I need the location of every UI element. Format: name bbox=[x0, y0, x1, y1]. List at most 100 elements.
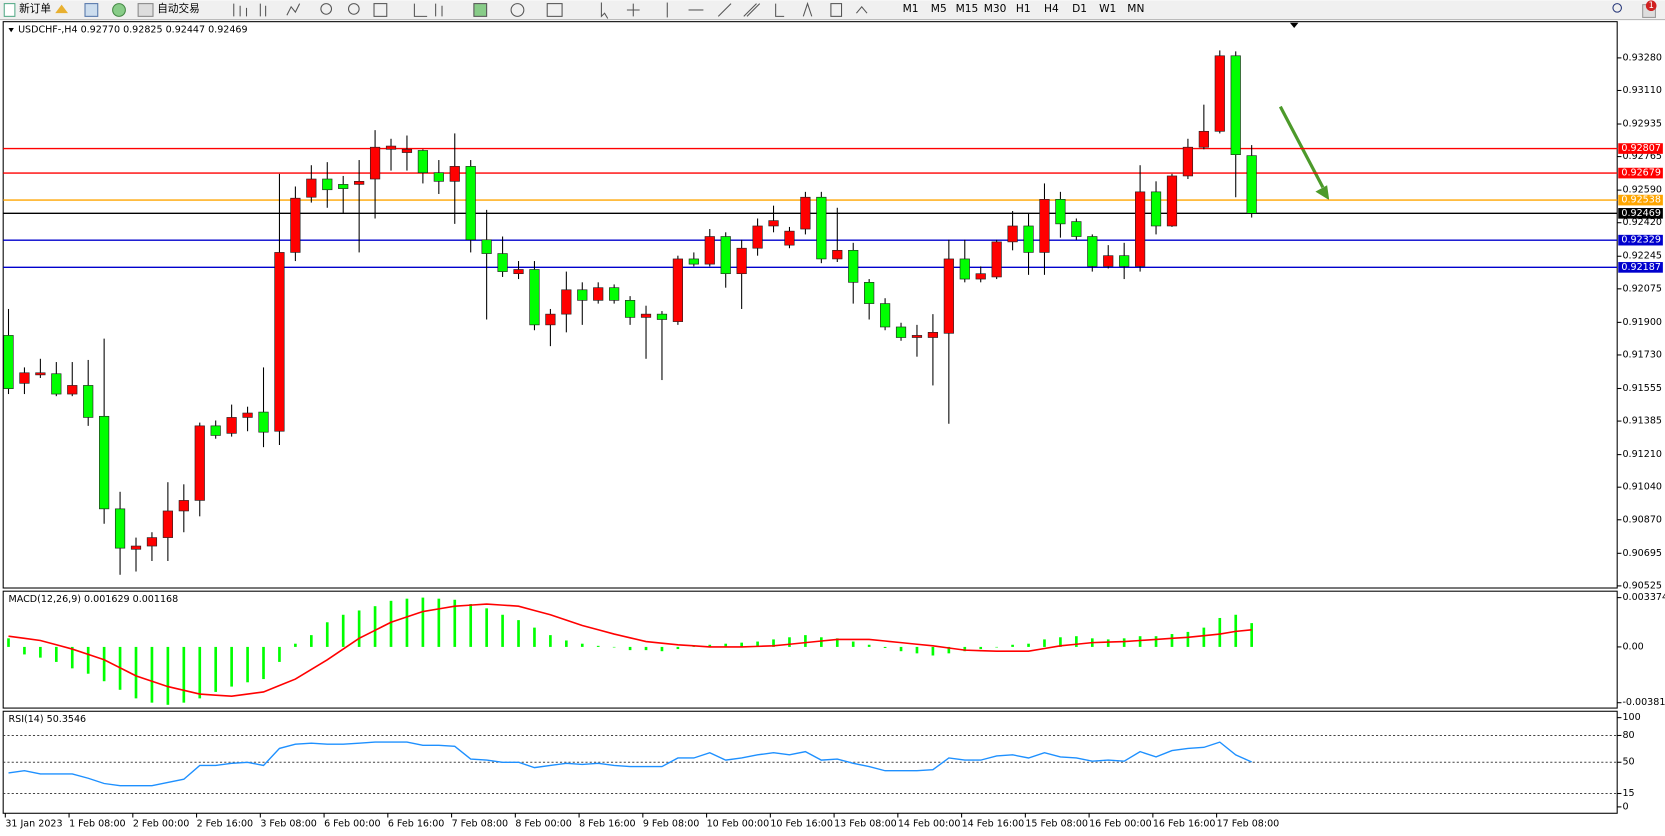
macd-bar bbox=[1250, 623, 1254, 647]
timeframe-button[interactable]: W1 bbox=[1099, 2, 1116, 15]
timeframe-button[interactable]: H4 bbox=[1044, 2, 1059, 15]
price-level-tag bbox=[1618, 194, 1663, 206]
macd-bar bbox=[947, 646, 951, 654]
candle-body bbox=[1103, 255, 1114, 267]
candle-body bbox=[816, 196, 827, 260]
candle-body bbox=[943, 258, 954, 334]
price-level-tag bbox=[1618, 208, 1663, 219]
macd-bar bbox=[39, 646, 42, 658]
y-tick-label: 0.92935 bbox=[1622, 119, 1661, 130]
candle-body bbox=[624, 300, 636, 318]
macd-bar bbox=[405, 598, 409, 647]
candle-body bbox=[720, 236, 731, 275]
macd-bar bbox=[309, 635, 313, 647]
y-tick-label: 0.92420 bbox=[1622, 217, 1661, 228]
candle-body bbox=[449, 166, 460, 182]
y-tick-label: 100 bbox=[1622, 712, 1640, 723]
x-tick-label: 15 Feb 08:00 bbox=[1025, 818, 1088, 829]
candle-body bbox=[656, 313, 668, 320]
x-tick-label: 14 Feb 00:00 bbox=[898, 818, 961, 829]
candle-body bbox=[927, 332, 939, 338]
macd-bar bbox=[389, 600, 393, 647]
timeframe-button[interactable]: M5 bbox=[931, 2, 947, 15]
macd-bar bbox=[883, 646, 887, 648]
candle-body bbox=[736, 247, 747, 275]
order-icon bbox=[3, 3, 16, 17]
badge-count: 1 bbox=[1648, 1, 1653, 11]
search-icon[interactable] bbox=[1612, 3, 1622, 13]
y-tick-label: 0.90870 bbox=[1622, 514, 1661, 525]
macd-bar bbox=[644, 646, 648, 651]
price-level-label: 0.92807 bbox=[1621, 143, 1660, 154]
price-level-tag bbox=[1618, 167, 1663, 179]
symbol-menu[interactable] bbox=[8, 28, 14, 33]
macd-bar bbox=[676, 646, 680, 650]
y-tick-label: 0.91210 bbox=[1622, 449, 1661, 460]
y-tick-label: -0.003819 bbox=[1622, 697, 1665, 708]
macd-bar bbox=[1075, 636, 1078, 647]
timeframe-button[interactable]: H1 bbox=[1016, 2, 1031, 15]
macd-bar bbox=[485, 608, 488, 647]
toolbar-icon[interactable] bbox=[112, 3, 126, 17]
toolbar-tools[interactable] bbox=[233, 1, 868, 19]
macd-bar bbox=[756, 641, 759, 647]
timeframe-button[interactable]: MN bbox=[1127, 2, 1144, 15]
macd-bar bbox=[357, 610, 361, 647]
candle-body bbox=[895, 326, 907, 338]
candle-body bbox=[51, 373, 62, 395]
price-level-tag bbox=[1618, 143, 1663, 154]
macd-bar bbox=[54, 646, 58, 662]
shift-marker bbox=[1289, 22, 1299, 29]
candle-body bbox=[322, 178, 333, 191]
macd-bar bbox=[565, 640, 568, 647]
x-tick-label: 1 Feb 08:00 bbox=[69, 818, 126, 829]
macd-bar bbox=[1170, 634, 1174, 647]
macd-bar bbox=[772, 639, 775, 647]
candle-body bbox=[67, 385, 78, 395]
candle-body bbox=[35, 372, 46, 376]
macd-bar bbox=[549, 635, 552, 647]
macd-bar bbox=[740, 642, 743, 647]
candle-body bbox=[1039, 199, 1050, 253]
macd-bar bbox=[1202, 627, 1206, 647]
candle-body bbox=[258, 411, 269, 433]
candle-body bbox=[83, 385, 94, 418]
macd-bar bbox=[182, 646, 186, 703]
macd-bar bbox=[469, 604, 473, 647]
candle-body bbox=[800, 196, 811, 230]
candle-body bbox=[290, 197, 301, 253]
auto-trading-button[interactable]: 自动交易 bbox=[157, 2, 199, 15]
x-tick-label: 9 Feb 08:00 bbox=[643, 818, 700, 829]
macd-bar bbox=[166, 646, 170, 705]
macd-bar bbox=[788, 637, 791, 647]
order-button[interactable]: 新订单 bbox=[19, 2, 51, 15]
candle-body bbox=[242, 412, 253, 418]
timeframe-button[interactable]: M30 bbox=[984, 2, 1007, 15]
toolbar-icon[interactable] bbox=[84, 3, 99, 17]
price-level-label: 0.92329 bbox=[1621, 235, 1660, 246]
candle-body bbox=[433, 172, 444, 182]
autotrade-icon[interactable] bbox=[137, 3, 154, 17]
y-tick-label: 0.91385 bbox=[1622, 416, 1661, 427]
candle-body bbox=[130, 545, 142, 550]
candle-body bbox=[162, 510, 173, 538]
timeframes: M1 M5 M15 M30 H1 H4 D1 W1 MN bbox=[903, 2, 1145, 15]
candle-body bbox=[401, 148, 413, 153]
candle-body bbox=[975, 273, 986, 280]
toolbar-icon[interactable] bbox=[55, 4, 69, 14]
candle-body bbox=[704, 236, 715, 265]
timeframe-button[interactable]: D1 bbox=[1072, 2, 1087, 15]
macd-bar bbox=[533, 627, 536, 647]
candle-body bbox=[354, 181, 365, 185]
timeframe-button[interactable]: M15 bbox=[956, 2, 979, 15]
candle-body bbox=[1087, 236, 1098, 267]
timeframe-button[interactable]: M1 bbox=[903, 2, 919, 15]
macd-bar bbox=[628, 646, 632, 651]
y-tick-label: 0.00 bbox=[1622, 641, 1643, 652]
candle-body bbox=[1150, 191, 1162, 227]
candle-body bbox=[99, 415, 110, 510]
candle-body bbox=[3, 335, 14, 390]
candle-body bbox=[640, 313, 652, 318]
